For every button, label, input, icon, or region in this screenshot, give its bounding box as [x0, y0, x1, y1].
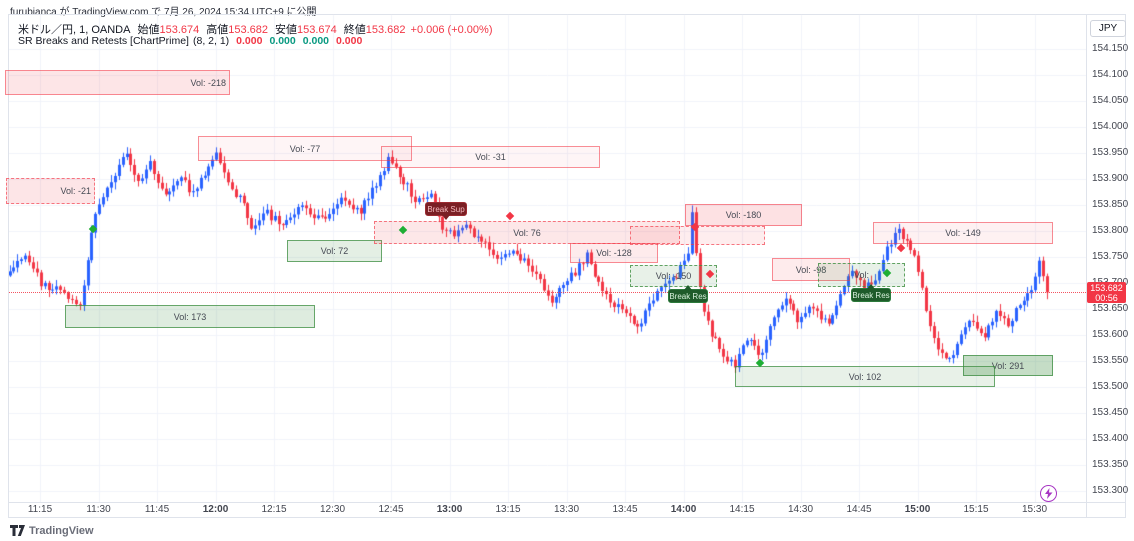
- indicator-info-line[interactable]: SR Breaks and Retests [ChartPrime] (8, 2,…: [18, 35, 362, 47]
- indicator-name[interactable]: SR Breaks and Retests [ChartPrime]: [18, 35, 189, 47]
- time-axis-label[interactable]: 12:30: [319, 504, 346, 515]
- indicator-value: 0.000: [269, 35, 296, 47]
- last-price-label: 153.682 00:56: [1087, 282, 1126, 303]
- price-axis-label: 153.900: [1092, 173, 1129, 184]
- time-axis-label[interactable]: 11:15: [27, 504, 53, 515]
- time-axis-label[interactable]: 13:45: [612, 504, 638, 515]
- price-axis-label: 153.400: [1092, 433, 1129, 444]
- indicator-params: (8, 2, 1): [192, 35, 230, 47]
- time-axis-label[interactable]: 12:45: [378, 504, 404, 515]
- price-axis-label: 153.550: [1092, 355, 1129, 366]
- price-axis-label: 153.850: [1092, 199, 1129, 210]
- time-axis-label[interactable]: 12:00: [202, 504, 229, 515]
- price-axis-label: 153.500: [1092, 381, 1129, 392]
- tradingview-logo-icon: [10, 525, 25, 536]
- price-axis-label: 153.950: [1092, 147, 1129, 158]
- time-axis-label[interactable]: 12:15: [261, 504, 287, 515]
- high-label: 高値: [206, 24, 229, 36]
- tradingview-logo[interactable]: TradingView: [10, 525, 94, 537]
- published-by-line: furubianca が TradingView.com で 7月 26, 20…: [10, 7, 317, 18]
- price-axis-label: 154.050: [1092, 95, 1129, 106]
- time-axis-label[interactable]: 14:45: [846, 504, 872, 515]
- time-axis-label[interactable]: 11:30: [86, 504, 111, 515]
- time-axis-label[interactable]: 13:00: [436, 504, 463, 515]
- price-axis-label: 153.650: [1092, 303, 1129, 314]
- price-axis-label: 153.350: [1092, 459, 1129, 470]
- indicator-values: 0.000 0.000 0.000 0.000: [229, 35, 362, 47]
- price-axis-separator: [1086, 14, 1087, 518]
- time-axis-label[interactable]: 15:15: [963, 504, 989, 515]
- time-axis-label[interactable]: 13:30: [553, 504, 580, 515]
- indicator-value: 0.000: [302, 35, 330, 47]
- time-axis-label[interactable]: 15:00: [904, 504, 931, 515]
- indicator-value: 0.000: [236, 35, 263, 47]
- price-axis-label: 153.300: [1092, 485, 1129, 496]
- time-axis-label[interactable]: 11:45: [144, 504, 170, 515]
- close-label: 終値: [343, 24, 366, 36]
- price-axis-label: 153.450: [1092, 407, 1129, 418]
- time-axis-label[interactable]: 14:15: [729, 504, 755, 515]
- last-price-value: 153.682: [1090, 283, 1123, 293]
- price-axis-label: 153.600: [1092, 329, 1129, 340]
- price-axis-label: 154.100: [1092, 69, 1129, 80]
- tradingview-logo-text: TradingView: [29, 525, 94, 537]
- current-price-line: [9, 292, 1086, 293]
- symbol-info-line[interactable]: 米ドル／円, 1, OANDA 始値153.674 高値153.682 安値153.6…: [18, 21, 492, 37]
- boost-flash-button[interactable]: [1040, 485, 1057, 502]
- symbol-title[interactable]: 米ドル／円, 1, OANDA: [18, 24, 131, 36]
- low-value: 153.674: [297, 24, 337, 36]
- candlestick-canvas[interactable]: [9, 14, 1086, 502]
- change-value: +0.006 (+0.00%): [410, 24, 493, 36]
- high-value: 153.682: [228, 24, 268, 36]
- time-axis-label[interactable]: 14:00: [670, 504, 697, 515]
- low-label: 安値: [275, 24, 297, 36]
- price-axis-label: 154.150: [1092, 43, 1129, 54]
- lightning-icon: [1045, 488, 1053, 499]
- open-label: 始値: [137, 24, 160, 36]
- time-axis-separator: [8, 502, 1126, 503]
- open-value: 153.674: [159, 24, 200, 36]
- price-axis-label: 154.000: [1092, 121, 1129, 132]
- time-axis-label[interactable]: 15:30: [1021, 504, 1048, 515]
- indicator-value: 0.000: [336, 35, 363, 47]
- time-axis-label[interactable]: 14:30: [787, 504, 814, 515]
- bar-countdown: 00:56: [1095, 293, 1118, 303]
- price-axis-label: 153.800: [1092, 225, 1129, 236]
- price-axis-label: 153.750: [1092, 251, 1129, 262]
- currency-axis-button[interactable]: JPY: [1090, 20, 1126, 37]
- time-axis-label[interactable]: 13:15: [495, 504, 521, 515]
- close-value: 153.682: [365, 24, 406, 36]
